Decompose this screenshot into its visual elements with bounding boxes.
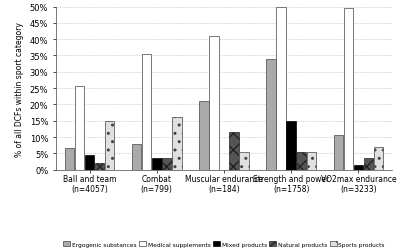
Bar [132,144,141,170]
Y-axis label: % of all DCFs within sport category: % of all DCFs within sport category [15,22,24,156]
Bar [75,87,84,170]
Bar [354,165,363,170]
Bar [276,8,286,170]
Bar [85,155,94,170]
Bar [344,9,353,170]
Bar [152,158,162,170]
Bar [172,118,182,170]
Bar [229,132,239,170]
Bar [162,158,172,170]
Bar [240,152,249,170]
Bar [296,152,306,170]
Bar [142,54,152,170]
Bar [209,37,219,170]
Bar [199,102,208,170]
Bar [65,149,74,170]
Bar [307,152,316,170]
Bar [105,121,114,170]
Bar [266,60,276,170]
Bar [364,158,373,170]
Bar [374,147,383,170]
Legend: Ergogenic substances, Medical supplements, Mixed products, Natural products, Spo: Ergogenic substances, Medical supplement… [63,241,385,246]
Bar [95,164,104,170]
Bar [334,136,343,170]
Bar [286,121,296,170]
